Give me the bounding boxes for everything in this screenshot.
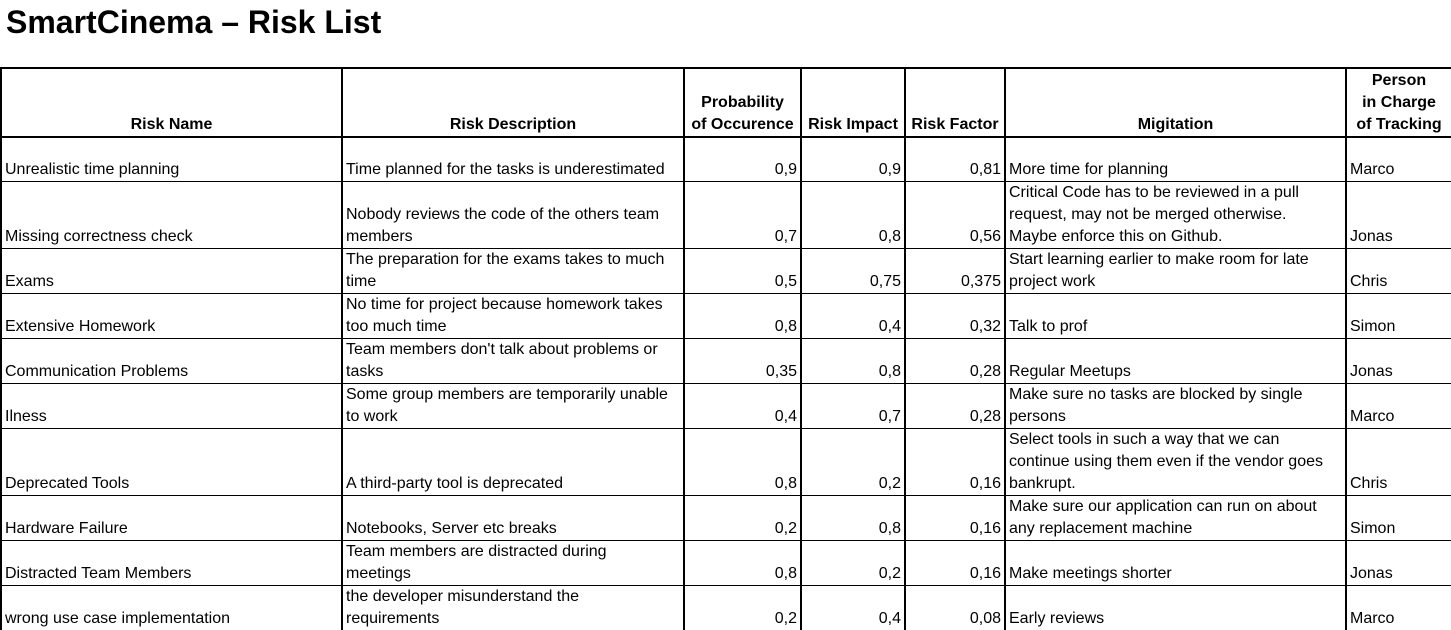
risk-factor-cell: 0,16 bbox=[904, 539, 1006, 586]
mitigation-cell: Regular Meetups bbox=[1004, 337, 1347, 384]
risk-factor-cell: 0,81 bbox=[904, 136, 1006, 182]
probability-cell: 0,8 bbox=[683, 539, 802, 586]
mitigation-cell: Early reviews bbox=[1004, 584, 1347, 630]
risk-factor-cell: 0,08 bbox=[904, 584, 1006, 630]
risk-factor-cell: 0,16 bbox=[904, 427, 1006, 496]
risk-factor-cell: 0,32 bbox=[904, 292, 1006, 339]
probability-cell: 0,2 bbox=[683, 584, 802, 630]
col-header-mitigation: Migitation bbox=[1004, 67, 1347, 138]
risk-factor-cell: 0,28 bbox=[904, 337, 1006, 384]
person-in-charge-cell: Marco bbox=[1345, 584, 1451, 630]
col-header-probability: Probability of Occurence bbox=[683, 67, 802, 138]
mitigation-cell: Start learning earlier to make room for … bbox=[1004, 247, 1347, 294]
table-row: Exams The preparation for the exams takes… bbox=[0, 247, 1451, 294]
impact-cell: 0,8 bbox=[800, 180, 906, 249]
person-in-charge-cell: Simon bbox=[1345, 292, 1451, 339]
mitigation-cell: Make sure no tasks are blocked by single… bbox=[1004, 382, 1347, 429]
risk-description-cell: the developer misunderstand the requireme… bbox=[341, 584, 685, 630]
probability-cell: 0,4 bbox=[683, 382, 802, 429]
table-row: Communication Problems Team members don't… bbox=[0, 337, 1451, 384]
risk-factor-cell: 0,56 bbox=[904, 180, 1006, 249]
page-title: SmartCinema – Risk List bbox=[6, 4, 382, 40]
probability-cell: 0,35 bbox=[683, 337, 802, 384]
risk-name-cell: Unrealistic time planning bbox=[0, 136, 343, 182]
mitigation-cell: Make sure our application can run on abo… bbox=[1004, 494, 1347, 541]
person-in-charge-cell: Jonas bbox=[1345, 539, 1451, 586]
risk-description-cell: The preparation for the exams takes to m… bbox=[341, 247, 685, 294]
col-header-risk-description: Risk Description bbox=[341, 67, 685, 138]
impact-cell: 0,4 bbox=[800, 292, 906, 339]
probability-cell: 0,5 bbox=[683, 247, 802, 294]
person-in-charge-cell: Marco bbox=[1345, 136, 1451, 182]
person-in-charge-cell: Chris bbox=[1345, 427, 1451, 496]
probability-cell: 0,8 bbox=[683, 427, 802, 496]
risk-factor-cell: 0,375 bbox=[904, 247, 1006, 294]
probability-cell: 0,7 bbox=[683, 180, 802, 249]
risk-description-cell: No time for project because homework tak… bbox=[341, 292, 685, 339]
impact-cell: 0,2 bbox=[800, 427, 906, 496]
risk-factor-cell: 0,16 bbox=[904, 494, 1006, 541]
col-header-risk-factor: Risk Factor bbox=[904, 67, 1006, 138]
risk-name-cell: wrong use case implementation bbox=[0, 584, 343, 630]
risk-table: Risk Name Risk Description Probability of… bbox=[0, 67, 1451, 630]
mitigation-cell: Critical Code has to be reviewed in a pu… bbox=[1004, 180, 1347, 249]
table-row: Missing correctness check Nobody reviews … bbox=[0, 180, 1451, 249]
person-in-charge-cell: Simon bbox=[1345, 494, 1451, 541]
risk-description-cell: Team members don't talk about problems o… bbox=[341, 337, 685, 384]
risk-name-cell: Distracted Team Members bbox=[0, 539, 343, 586]
risk-factor-cell: 0,28 bbox=[904, 382, 1006, 429]
mitigation-cell: Talk to prof bbox=[1004, 292, 1347, 339]
col-header-person-in-charge: Person in Charge of Tracking bbox=[1345, 67, 1451, 138]
table-row: Ilness Some group members are temporarily… bbox=[0, 382, 1451, 429]
risk-name-cell: Ilness bbox=[0, 382, 343, 429]
probability-cell: 0,8 bbox=[683, 292, 802, 339]
person-in-charge-cell: Marco bbox=[1345, 382, 1451, 429]
col-header-risk-impact: Risk Impact bbox=[800, 67, 906, 138]
risk-description-cell: Time planned for the tasks is underestim… bbox=[341, 136, 685, 182]
mitigation-cell: Select tools in such a way that we can co… bbox=[1004, 427, 1347, 496]
probability-cell: 0,9 bbox=[683, 136, 802, 182]
table-row: Deprecated Tools A third-party tool is de… bbox=[0, 427, 1451, 496]
risk-rows: Unrealistic time planning Time planned fo… bbox=[0, 136, 1451, 630]
table-row: Unrealistic time planning Time planned fo… bbox=[0, 136, 1451, 182]
table-row: Hardware Failure Notebooks, Server etc br… bbox=[0, 494, 1451, 541]
risk-description-cell: A third-party tool is deprecated bbox=[341, 427, 685, 496]
table-row: Extensive Homework No time for project be… bbox=[0, 292, 1451, 339]
table-row: Distracted Team Members Team members are … bbox=[0, 539, 1451, 586]
risk-name-cell: Missing correctness check bbox=[0, 180, 343, 249]
mitigation-cell: More time for planning bbox=[1004, 136, 1347, 182]
risk-name-cell: Extensive Homework bbox=[0, 292, 343, 339]
impact-cell: 0,8 bbox=[800, 337, 906, 384]
risk-description-cell: Team members are distracted during meetin… bbox=[341, 539, 685, 586]
impact-cell: 0,4 bbox=[800, 584, 906, 630]
risk-description-cell: Some group members are temporarily unabl… bbox=[341, 382, 685, 429]
header-row: Risk Name Risk Description Probability of… bbox=[0, 67, 1451, 138]
risk-description-cell: Nobody reviews the code of the others te… bbox=[341, 180, 685, 249]
col-header-risk-name: Risk Name bbox=[0, 67, 343, 138]
risk-name-cell: Deprecated Tools bbox=[0, 427, 343, 496]
table-row: wrong use case implementation the develop… bbox=[0, 584, 1451, 630]
risk-description-cell: Notebooks, Server etc breaks bbox=[341, 494, 685, 541]
impact-cell: 0,8 bbox=[800, 494, 906, 541]
impact-cell: 0,9 bbox=[800, 136, 906, 182]
impact-cell: 0,75 bbox=[800, 247, 906, 294]
person-in-charge-cell: Chris bbox=[1345, 247, 1451, 294]
probability-cell: 0,2 bbox=[683, 494, 802, 541]
risk-name-cell: Communication Problems bbox=[0, 337, 343, 384]
risk-name-cell: Exams bbox=[0, 247, 343, 294]
impact-cell: 0,7 bbox=[800, 382, 906, 429]
person-in-charge-cell: Jonas bbox=[1345, 180, 1451, 249]
risk-name-cell: Hardware Failure bbox=[0, 494, 343, 541]
mitigation-cell: Make meetings shorter bbox=[1004, 539, 1347, 586]
impact-cell: 0,2 bbox=[800, 539, 906, 586]
person-in-charge-cell: Jonas bbox=[1345, 337, 1451, 384]
